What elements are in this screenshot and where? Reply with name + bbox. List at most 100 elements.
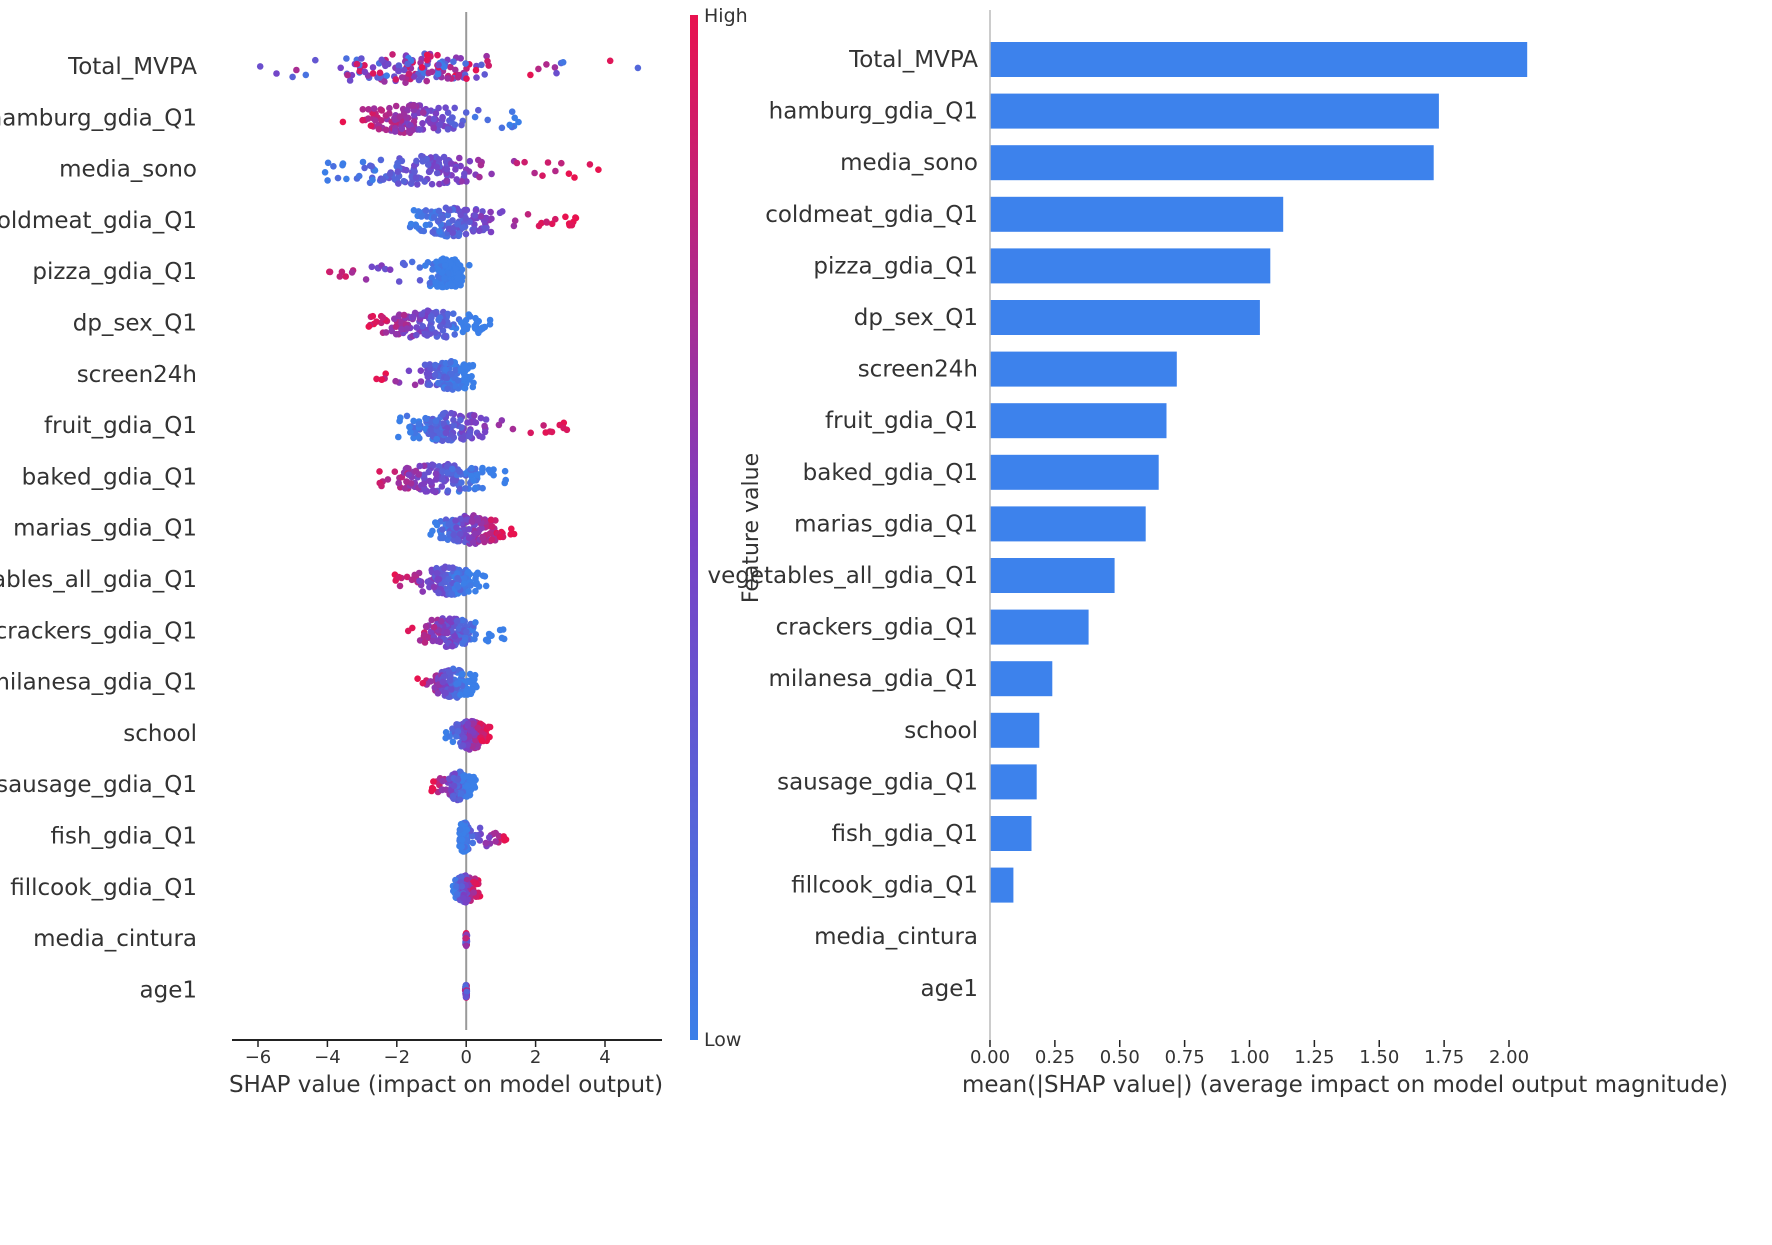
shap-point (448, 282, 456, 290)
shap-point (373, 375, 380, 383)
shap-point (463, 876, 471, 884)
shap-point (391, 315, 398, 323)
shap-point (449, 465, 456, 473)
shap-point (460, 774, 468, 781)
bar-fillcook-gdia-q1 (990, 867, 1014, 903)
shap-point (394, 168, 402, 175)
shap-point (454, 220, 461, 228)
shap-point (465, 526, 473, 533)
shap-point (386, 104, 393, 112)
shap-point (423, 77, 431, 85)
shap-point (457, 211, 465, 219)
shap-point (422, 415, 430, 423)
shap-point (405, 367, 413, 375)
feature-label: milanesa_gdia_Q1 (768, 666, 978, 692)
shap-point (461, 384, 469, 392)
shap-point (423, 56, 431, 64)
shap-point (461, 170, 468, 178)
shap-point (430, 778, 437, 785)
shap-point (447, 359, 454, 366)
shap-point (482, 582, 490, 590)
shap-point (458, 424, 465, 431)
shap-point (386, 266, 394, 274)
shap-point (427, 427, 434, 434)
shap-point (482, 839, 490, 847)
shap-point (461, 325, 468, 332)
shap-point (435, 207, 443, 215)
shap-point (508, 525, 515, 533)
shap-point (417, 367, 425, 375)
feature-label: Total_MVPA (848, 47, 978, 73)
shap-point (256, 63, 264, 70)
shap-point (434, 51, 441, 59)
shap-point (463, 793, 471, 800)
x-tick-label-left: −2 (384, 1047, 411, 1068)
shap-point (371, 117, 379, 124)
shap-point (361, 62, 368, 69)
shap-point (606, 57, 614, 65)
shap-point (456, 796, 464, 803)
shap-point (365, 115, 372, 122)
shap-point (572, 214, 580, 222)
shap-point (465, 588, 472, 595)
shap-point (385, 60, 392, 68)
shap-point (418, 213, 425, 220)
shap-point (481, 573, 489, 580)
feature-label: media_sono (840, 150, 978, 176)
shap-point (451, 104, 459, 112)
shap-point (460, 575, 468, 582)
shap-point (469, 729, 477, 736)
feature-label: vegetables_all_gdia_Q1 (0, 567, 197, 593)
shap-point (443, 166, 451, 173)
shap-point (460, 580, 468, 587)
shap-point (481, 71, 489, 78)
shap-point (430, 124, 438, 132)
shap-point (444, 109, 452, 116)
feature-label: sausage_gdia_Q1 (0, 772, 197, 798)
shap-point (444, 75, 452, 82)
shap-point (477, 161, 485, 169)
x-tick-label-left: −4 (314, 1047, 341, 1068)
shap-point (386, 110, 393, 117)
shap-point (378, 117, 385, 124)
shap-point (361, 164, 368, 172)
shap-point (410, 417, 417, 425)
bar-total-mvpa (990, 42, 1528, 77)
colorbar-low-label: Low (704, 1029, 741, 1051)
shap-point (444, 211, 452, 219)
shap-point (414, 675, 421, 682)
shap-point (461, 206, 469, 214)
shap-point (424, 161, 432, 168)
shap-point (483, 52, 490, 60)
shap-point (377, 156, 385, 164)
shap-point (433, 169, 441, 177)
shap-point (553, 69, 560, 77)
shap-point (403, 412, 411, 420)
bar-crackers-gdia-q1 (990, 609, 1089, 645)
feature-label: pizza_gdia_Q1 (813, 253, 978, 279)
shap-point (435, 61, 442, 69)
feature-label: dp_sex_Q1 (854, 305, 978, 331)
shap-point (391, 468, 399, 476)
shap-point (474, 724, 482, 732)
feature-label: media_sono (59, 157, 197, 183)
shap-point (511, 217, 519, 224)
shap-point (459, 670, 466, 678)
feature-label: hamburg_gdia_Q1 (769, 99, 978, 125)
shap-point (447, 63, 454, 71)
x-ticks-left: −6 −4 −2 0 2 4 (245, 1040, 611, 1068)
shap-point (527, 429, 534, 437)
shap-point (457, 55, 465, 62)
shap-point (470, 477, 477, 484)
shap-point (416, 577, 423, 585)
feature-label: marias_gdia_Q1 (13, 516, 197, 542)
shap-point (464, 677, 472, 685)
shap-point (634, 64, 642, 72)
shap-point (489, 523, 496, 530)
shap-point (481, 422, 488, 430)
shap-point (400, 66, 408, 74)
x-tick-label-right: 0.25 (1035, 1047, 1075, 1068)
shap-point (382, 126, 390, 134)
shap-point (535, 65, 542, 73)
shap-point (457, 691, 464, 699)
